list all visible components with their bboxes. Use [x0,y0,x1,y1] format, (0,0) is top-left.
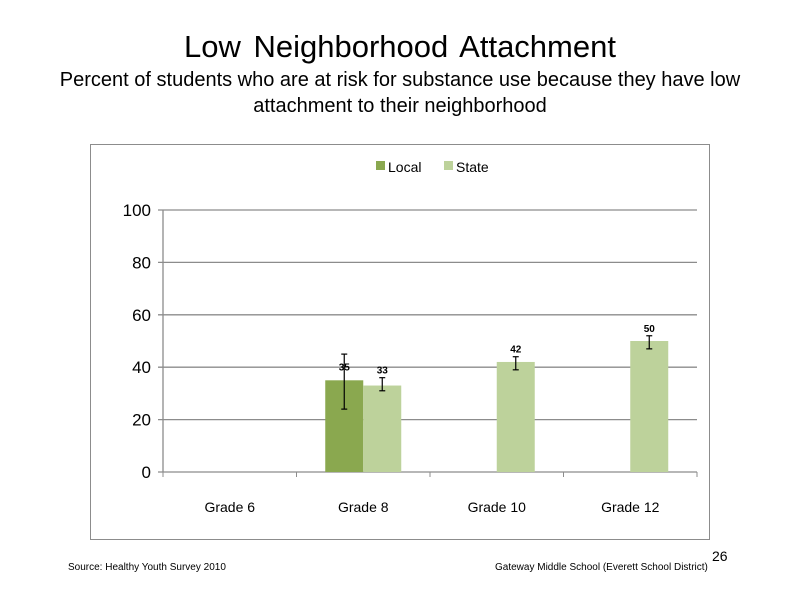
bar-state [363,385,402,472]
slide-title: Low Neighborhood Attachment [184,29,616,64]
y-tick-label: 20 [132,411,151,430]
y-tick-label: 60 [132,306,151,325]
x-tick-label: Grade 12 [601,499,660,515]
page-number: 26 [712,548,728,564]
y-tick-label: 80 [132,253,151,272]
data-label: 50 [644,324,656,335]
data-label: 42 [510,345,522,356]
y-tick-label: 0 [142,463,151,482]
slide-subtitle: Percent of students who are at risk for … [59,69,741,117]
legend-label-state: State [456,159,489,175]
bar-state [496,361,535,472]
bar-state [630,341,669,472]
legend-swatch-state [444,161,453,170]
x-tick-label: Grade 8 [338,499,389,515]
x-tick-label: Grade 10 [468,499,527,515]
x-tick-label: Grade 6 [204,499,255,515]
legend-label-local: Local [388,159,422,175]
school-note: Gateway Middle School (Everett School Di… [495,562,708,573]
source-note: Source: Healthy Youth Survey 2010 [68,562,226,573]
legend-swatch-local [376,161,385,170]
data-label: 33 [377,366,389,377]
y-tick-label: 40 [132,358,151,377]
data-label: 35 [339,362,351,373]
y-tick-label: 100 [123,201,151,220]
